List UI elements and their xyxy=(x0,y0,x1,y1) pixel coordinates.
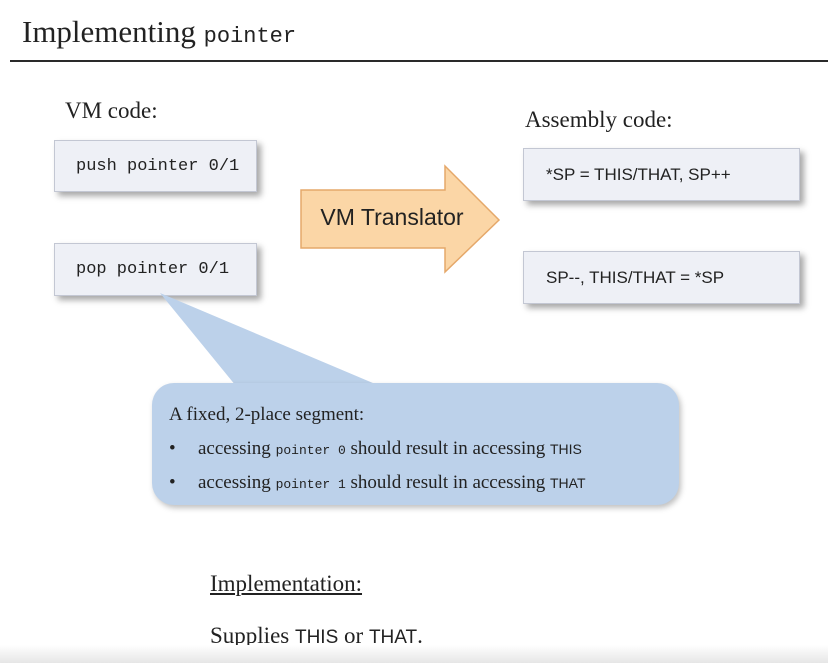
implementation-body: Supplies THIS or THAT. xyxy=(210,623,423,648)
asm-pop-box: SP--, THIS/THAT = *SP xyxy=(523,251,800,304)
bullet-icon: • xyxy=(169,472,176,493)
callout-heading: A fixed, 2-place segment: xyxy=(169,404,365,425)
callout-box xyxy=(152,383,679,505)
callout-item-1: • accessing pointer 1 should result in ac… xyxy=(169,466,586,500)
vm-translator-label: VM Translator xyxy=(320,204,464,230)
vm-push-box: push pointer 0/1 xyxy=(54,140,257,192)
title-text: Implementing xyxy=(22,14,204,49)
callout-pointer xyxy=(160,293,380,386)
asm-push-box: *SP = THIS/THAT, SP++ xyxy=(523,148,800,201)
translator-arrow xyxy=(300,164,501,274)
bullet-icon: • xyxy=(169,438,176,459)
bottom-shade xyxy=(0,645,828,663)
implementation-heading: Implementation: xyxy=(210,571,363,596)
vm-pop-box: pop pointer 0/1 xyxy=(54,243,257,296)
page-title: Implementing pointer xyxy=(22,14,296,50)
vm-code-label: VM code: xyxy=(65,98,158,123)
callout-item-0: • accessing pointer 0 should result in ac… xyxy=(169,432,586,466)
title-code: pointer xyxy=(203,24,297,49)
callout-text: A fixed, 2-place segment: • accessing poi… xyxy=(169,398,586,500)
title-divider xyxy=(10,60,828,62)
assembly-code-label: Assembly code: xyxy=(525,107,673,132)
